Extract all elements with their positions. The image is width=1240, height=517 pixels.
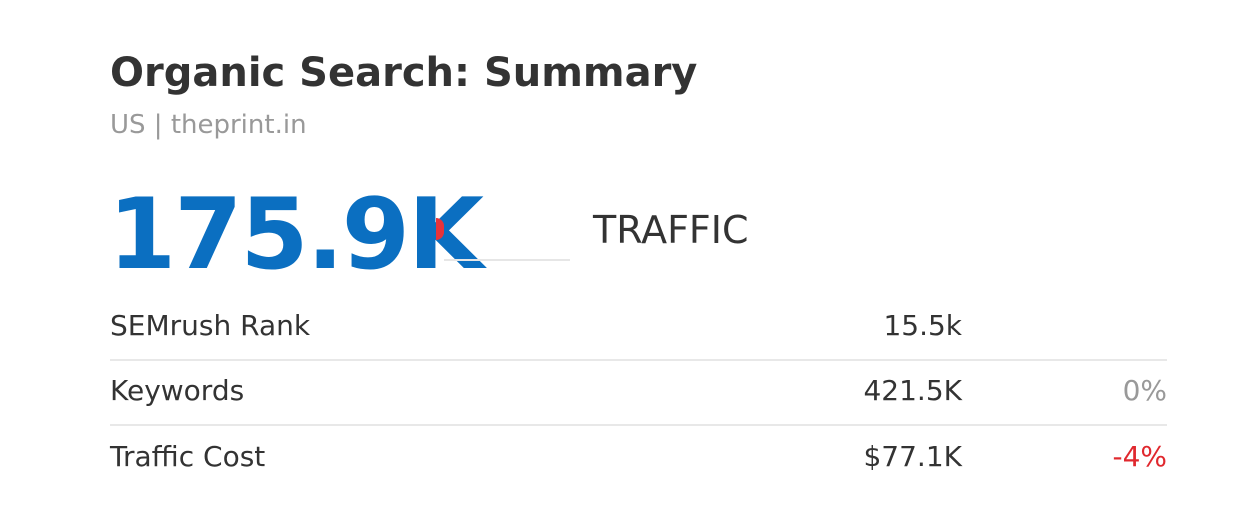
sparkline — [444, 259, 570, 261]
row-change: 0% — [1122, 374, 1167, 407]
row-separator — [110, 359, 1167, 361]
sparkline-marker — [436, 218, 444, 240]
row-label: SEMrush Rank — [110, 309, 311, 342]
row-separator — [110, 424, 1167, 426]
row-value: 15.5k — [883, 309, 962, 342]
row-change: -4% — [1112, 440, 1167, 473]
subtitle: US | theprint.in — [110, 110, 307, 140]
traffic-value: 175.9K — [108, 178, 484, 292]
traffic-label: TRAFFIC — [593, 208, 749, 252]
title: Organic Search: Summary — [110, 50, 698, 96]
row-label: Traffic Cost — [110, 440, 266, 473]
row-value: $77.1K — [863, 440, 962, 473]
row-label: Keywords — [110, 374, 245, 407]
row-value: 421.5K — [863, 374, 962, 407]
